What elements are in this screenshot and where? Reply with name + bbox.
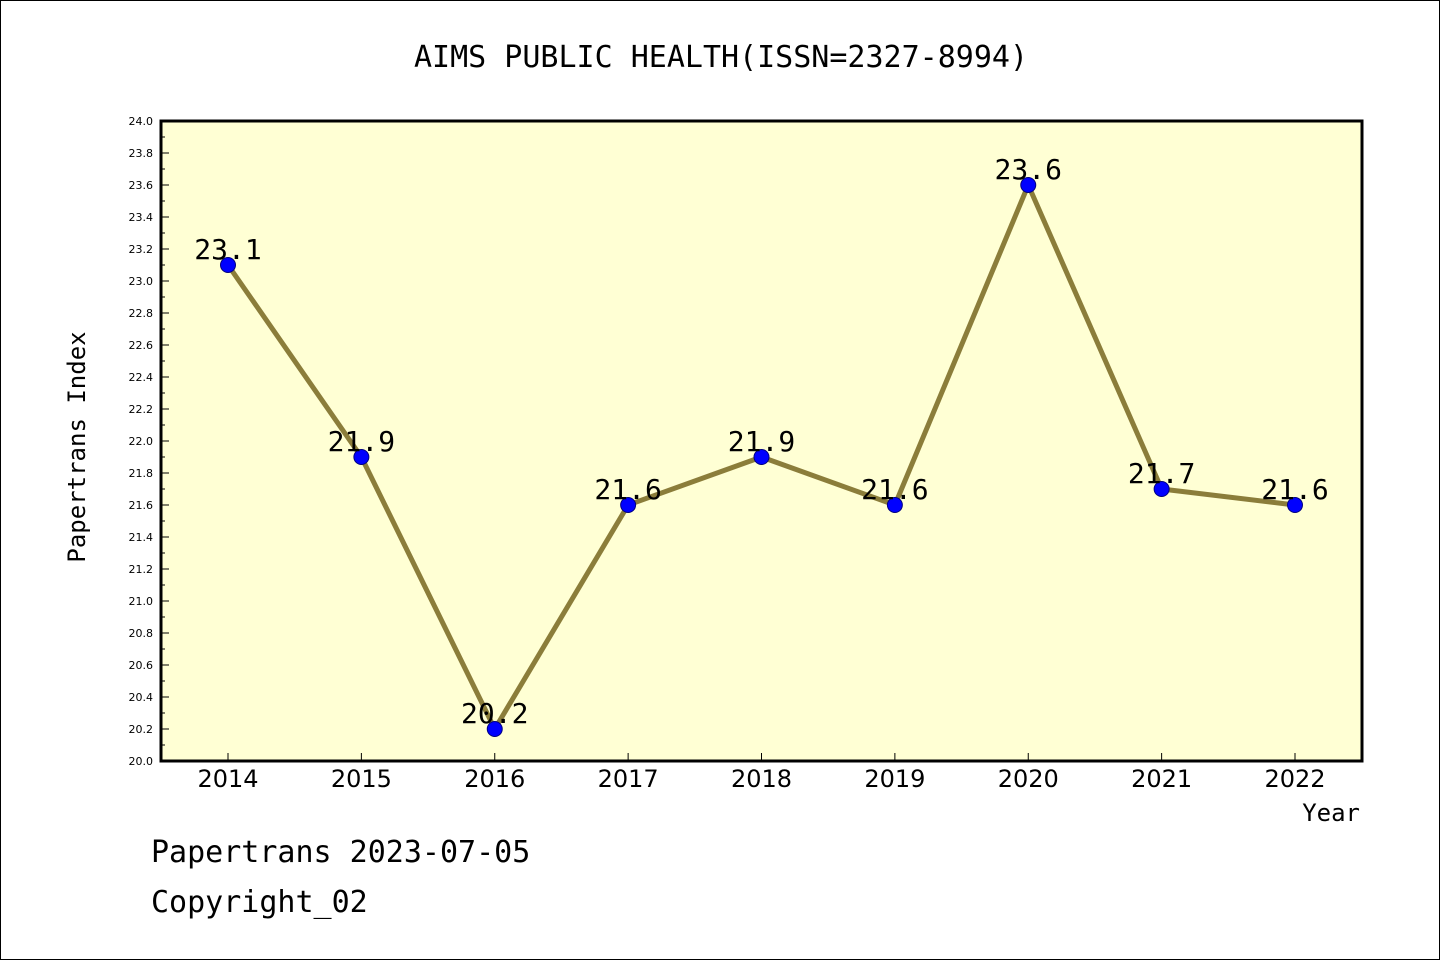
y-tick-label: 21.8	[129, 467, 154, 480]
data-label: 23.1	[194, 233, 261, 266]
series-line-segment	[625, 454, 764, 508]
y-axis-label: Papertrans Index	[63, 331, 91, 562]
data-point	[220, 257, 236, 273]
y-tick-label: 23.0	[129, 275, 154, 288]
data-point	[753, 449, 770, 465]
x-tick-label: 2022	[1264, 765, 1325, 793]
series-line-segment	[225, 262, 364, 460]
y-tick-label: 22.6	[129, 339, 154, 352]
y-tick-label: 23.6	[129, 179, 154, 192]
data-label: 20.2	[461, 697, 528, 730]
x-tick-label: 2016	[464, 765, 525, 793]
data-label: 21.6	[594, 473, 661, 506]
y-tick-label: 21.0	[129, 595, 154, 608]
data-point	[620, 497, 637, 513]
y-tick-label: 22.4	[129, 371, 154, 384]
plot-area	[161, 121, 1362, 761]
series-line-segment	[358, 454, 498, 732]
x-tick-label: 2017	[598, 765, 659, 793]
series-line-segment	[1025, 182, 1165, 492]
y-tick-label: 23.8	[129, 147, 154, 160]
y-tick-label: 23.2	[129, 243, 154, 256]
y-tick-label: 20.4	[129, 691, 154, 704]
y-tick-label: 20.2	[129, 723, 154, 736]
x-tick-label: 2019	[864, 765, 925, 793]
data-point	[1153, 481, 1170, 497]
data-point	[886, 497, 903, 513]
plot-frame	[159, 119, 1364, 763]
footer-date: Papertrans 2023-07-05	[151, 835, 531, 870]
series-line-segment	[1159, 486, 1298, 508]
footer-copyright: Copyright_02	[151, 885, 368, 920]
x-tick-label: 2018	[731, 765, 792, 793]
x-tick-label: 2014	[197, 765, 258, 793]
y-tick-label: 21.6	[129, 499, 154, 512]
data-point	[353, 449, 370, 465]
data-label: 21.9	[328, 425, 395, 458]
y-tick-label: 21.2	[129, 563, 154, 576]
data-point	[1020, 177, 1037, 193]
y-tick-label: 20.8	[129, 627, 154, 640]
data-label: 21.9	[728, 425, 795, 458]
x-axis-label: Year	[1302, 799, 1360, 827]
data-point	[486, 721, 503, 737]
y-tick-label: 21.4	[129, 531, 154, 544]
data-label: 21.6	[1261, 473, 1328, 506]
x-tick-label: 2015	[331, 765, 392, 793]
y-tick-label: 22.0	[129, 435, 154, 448]
x-tick-label: 2020	[998, 765, 1059, 793]
data-label: 21.6	[861, 473, 928, 506]
data-label: 21.7	[1128, 457, 1195, 490]
x-tick-label: 2021	[1131, 765, 1192, 793]
data-point	[1287, 497, 1303, 513]
chart-title: AIMS PUBLIC HEALTH(ISSN=2327-8994)	[414, 40, 1028, 75]
y-tick-label: 23.4	[129, 211, 154, 224]
series-line-segment	[492, 502, 631, 732]
y-tick-label: 22.8	[129, 307, 154, 320]
y-tick-label: 20.0	[129, 755, 154, 768]
y-tick-label: 20.6	[129, 659, 154, 672]
series-line-segment	[759, 454, 898, 508]
y-tick-label: 24.0	[129, 115, 154, 128]
series-line-segment	[892, 182, 1031, 508]
data-label: 23.6	[995, 153, 1062, 186]
y-tick-label: 22.2	[129, 403, 154, 416]
